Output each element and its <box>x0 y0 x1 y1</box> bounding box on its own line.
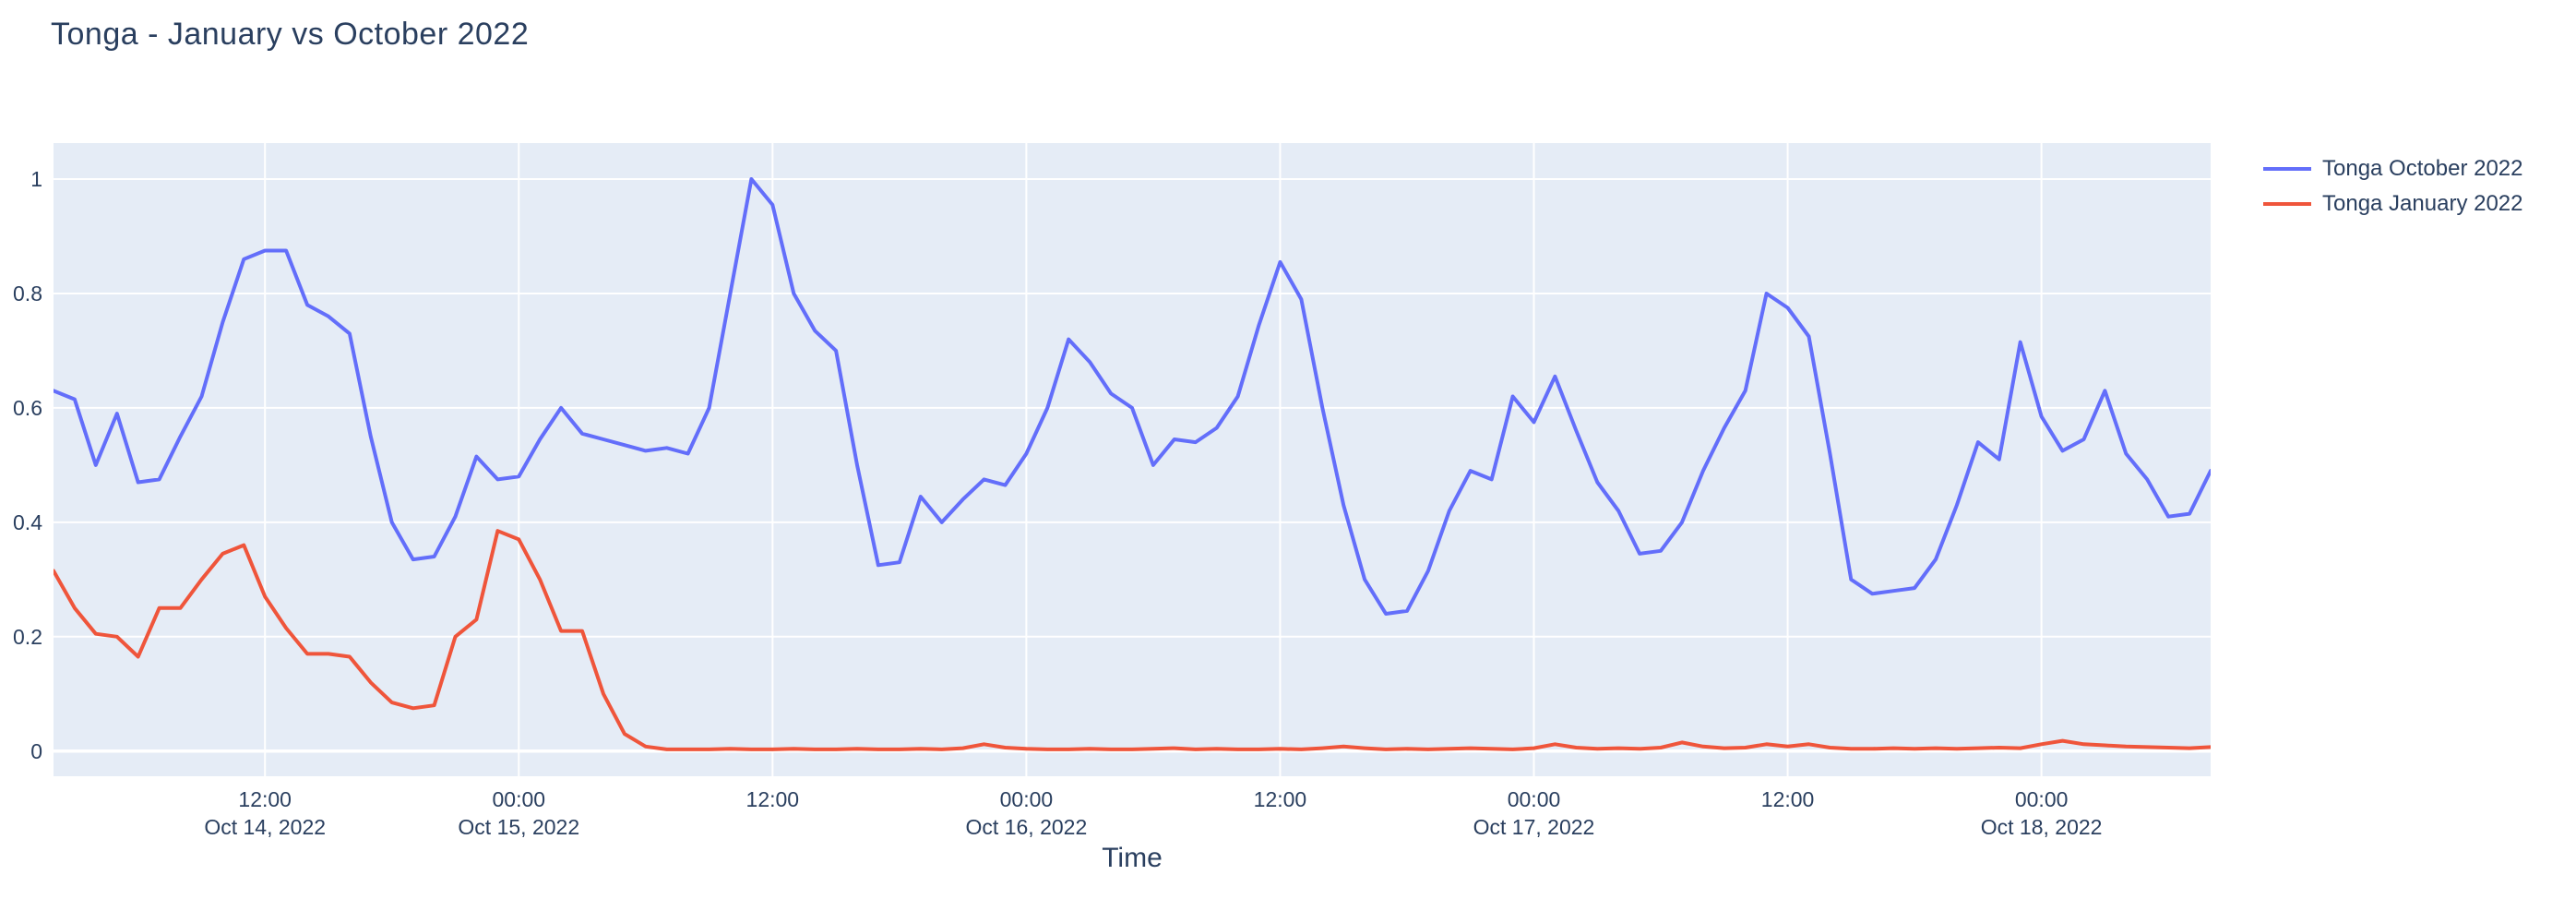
x-axis-title: Time <box>1102 843 1163 873</box>
legend-label: Tonga October 2022 <box>2322 156 2523 181</box>
x-tick-time: 00:00 <box>999 787 1054 811</box>
x-tick-date: Oct 18, 2022 <box>1980 815 2103 839</box>
x-tick-time: 00:00 <box>1507 787 1561 811</box>
x-tick-label: 12:00 <box>671 785 874 813</box>
x-tick-date: Oct 14, 2022 <box>204 815 327 839</box>
x-tick-time: 00:00 <box>492 787 546 811</box>
y-tick-label-0.4: 0.4 <box>13 509 42 534</box>
legend-item-tonga-january-2022[interactable]: Tonga January 2022 <box>2263 190 2523 218</box>
legend: Tonga October 2022 Tonga January 2022 <box>2263 155 2523 225</box>
series-line-tonga-january-2022[interactable] <box>54 529 2211 751</box>
y-tick-label-0.6: 0.6 <box>13 395 42 420</box>
legend-line-swatch <box>2263 202 2311 206</box>
y-tick-label-0: 0 <box>30 738 42 763</box>
x-tick-label: 00:00 Oct 17, 2022 <box>1433 785 1636 841</box>
x-tick-label: 00:00 Oct 15, 2022 <box>417 785 620 841</box>
y-tick-label-0.8: 0.8 <box>13 281 42 306</box>
x-tick-time: 12:00 <box>238 787 292 811</box>
legend-label: Tonga January 2022 <box>2322 191 2523 216</box>
x-tick-label: 00:00 Oct 16, 2022 <box>924 785 1127 841</box>
x-tick-label: 12:00 Oct 14, 2022 <box>163 785 366 841</box>
x-tick-date: Oct 15, 2022 <box>458 815 580 839</box>
x-tick-date: Oct 16, 2022 <box>965 815 1088 839</box>
legend-item-tonga-october-2022[interactable]: Tonga October 2022 <box>2263 155 2523 183</box>
x-tick-label: 00:00 Oct 18, 2022 <box>1940 785 2143 841</box>
x-tick-time: 00:00 <box>2014 787 2069 811</box>
x-tick-time: 12:00 <box>1253 787 1307 811</box>
chart-title: Tonga - January vs October 2022 <box>51 17 530 52</box>
legend-line-swatch <box>2263 167 2311 171</box>
x-tick-date: Oct 17, 2022 <box>1473 815 1595 839</box>
x-tick-time: 12:00 <box>745 787 800 811</box>
x-tick-time: 12:00 <box>1760 787 1815 811</box>
series-line-tonga-october-2022[interactable] <box>54 177 2211 616</box>
x-tick-label: 12:00 <box>1178 785 1381 813</box>
y-tick-label-0.2: 0.2 <box>13 624 42 649</box>
plot-area[interactable] <box>54 143 2211 776</box>
y-tick-label-1: 1 <box>30 167 42 192</box>
plot-background <box>54 143 2211 776</box>
x-tick-label: 12:00 <box>1687 785 1890 813</box>
